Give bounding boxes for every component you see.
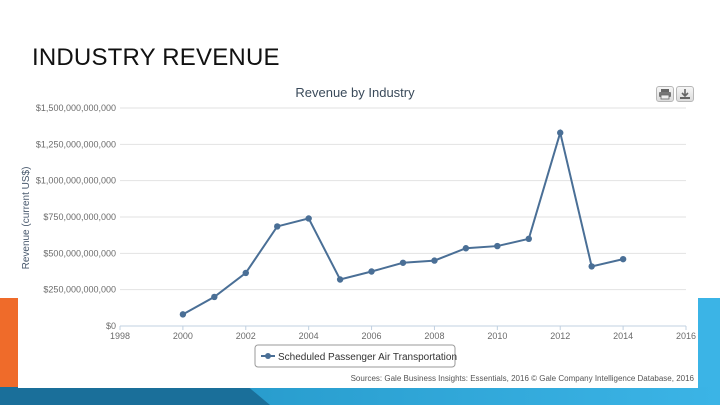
data-point[interactable] <box>588 263 595 270</box>
x-tick-label: 2010 <box>487 331 507 341</box>
print-icon <box>659 89 671 100</box>
data-point[interactable] <box>274 223 281 230</box>
data-point[interactable] <box>399 259 407 266</box>
grid-lines <box>120 107 686 327</box>
data-point[interactable] <box>525 235 532 242</box>
x-tick-label: 2006 <box>362 331 382 341</box>
x-tick-label: 2016 <box>676 331 696 341</box>
x-tick-label: 2012 <box>550 331 570 341</box>
download-button[interactable] <box>676 86 694 102</box>
data-point[interactable] <box>211 293 218 301</box>
decorative-bottom-band-dark <box>0 387 270 405</box>
y-tick-label: $1,000,000,000,000 <box>36 176 116 186</box>
data-point[interactable] <box>494 242 501 250</box>
decorative-orange-bar <box>0 298 18 388</box>
series-lines <box>182 128 624 316</box>
decorative-blue-bar <box>698 298 720 405</box>
legend-point-marker <box>265 353 271 359</box>
x-tick-labels: 1998 2000 2002 2004 2006 2008 2010 2012 2014 2016 <box>110 331 696 341</box>
y-tick-labels: $0 $250,000,000,000 $500,000,000,000 $750,0… <box>36 103 116 331</box>
x-tick-label: 2002 <box>236 331 256 341</box>
y-tick-label: $0 <box>106 321 116 331</box>
y-tick-label: $500,000,000,000 <box>43 248 116 258</box>
x-tick-label: 2008 <box>424 331 444 341</box>
x-tick-label: 2000 <box>173 331 193 341</box>
y-tick-label: $750,000,000,000 <box>43 212 116 222</box>
x-tick-label: 1998 <box>110 331 130 341</box>
data-point[interactable] <box>368 268 375 275</box>
legend-entry-label[interactable]: Scheduled Passenger Air Transportation <box>278 352 457 363</box>
y-tick-label: $1,250,000,000,000 <box>36 139 116 149</box>
x-tick-label: 2004 <box>299 331 319 341</box>
data-point[interactable] <box>336 276 344 283</box>
print-button[interactable] <box>656 86 674 102</box>
chart-title: Revenue by Industry <box>295 85 415 100</box>
x-tick-label: 2014 <box>613 331 633 341</box>
y-axis-label: Revenue (current US$) <box>21 167 32 270</box>
data-point[interactable] <box>462 245 470 252</box>
download-icon <box>680 89 690 99</box>
chart-container: $0 $250,000,000,000 $500,000,000,000 $750,0… <box>18 78 698 388</box>
revenue-line-chart: $0 $250,000,000,000 $500,000,000,000 $750,0… <box>21 85 696 383</box>
data-point[interactable] <box>242 269 249 277</box>
data-point[interactable] <box>619 255 627 263</box>
slide-title: INDUSTRY REVENUE <box>32 44 280 71</box>
y-tick-label: $250,000,000,000 <box>43 285 116 295</box>
legend-box[interactable] <box>254 344 456 368</box>
data-point[interactable] <box>557 129 564 136</box>
series-line <box>182 128 624 316</box>
axes <box>119 325 687 330</box>
series-points <box>179 129 627 318</box>
data-point[interactable] <box>431 257 438 264</box>
data-point[interactable] <box>305 215 312 222</box>
y-tick-label: $1,500,000,000,000 <box>36 103 116 113</box>
chart-credits[interactable]: Sources: Gale Business Insights: Essenti… <box>351 374 695 383</box>
data-point[interactable] <box>179 311 187 318</box>
legend[interactable]: Scheduled Passenger Air Transportation <box>254 344 457 368</box>
